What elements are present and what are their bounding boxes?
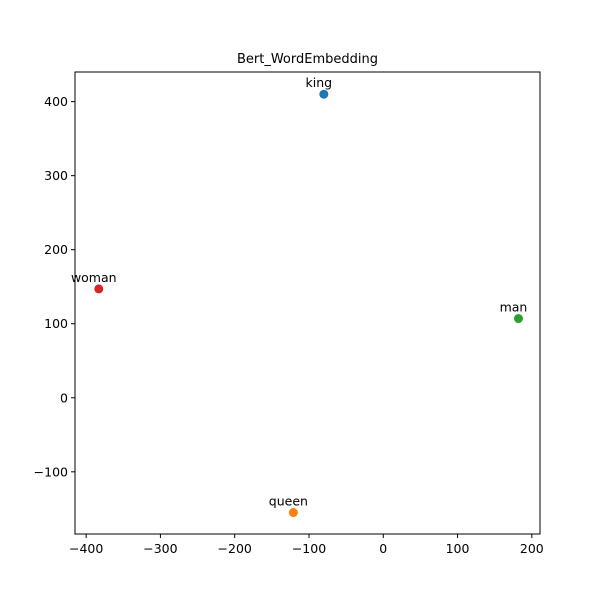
x-tick-label: 0 <box>379 541 387 556</box>
y-tick-label: −100 <box>34 464 68 479</box>
x-tick-label: 200 <box>520 541 544 556</box>
y-tick-label: 400 <box>44 94 68 109</box>
chart-title: Bert_WordEmbedding <box>237 52 378 67</box>
data-point-king <box>319 89 329 99</box>
data-point-woman <box>94 284 104 294</box>
x-tick-label: −100 <box>292 541 326 556</box>
x-tick-label: −200 <box>218 541 252 556</box>
x-tick-label: 100 <box>446 541 470 556</box>
axis-ticks: −400 −300 −200 −100 0 100 200 −100 0 100 200 300 400 <box>34 94 544 556</box>
data-label-man: man <box>500 300 528 315</box>
data-label-woman: woman <box>71 270 117 285</box>
y-tick-label: 200 <box>44 242 68 257</box>
data-point-man <box>513 314 523 324</box>
data-label-king: king <box>306 75 333 90</box>
y-tick-label: 300 <box>44 168 68 183</box>
data-points: king queen man woman <box>71 75 528 518</box>
y-tick-label: 0 <box>60 390 68 405</box>
x-tick-label: −400 <box>69 541 103 556</box>
data-label-queen: queen <box>269 494 308 509</box>
y-tick-label: 100 <box>44 316 68 331</box>
x-tick-label: −300 <box>143 541 177 556</box>
data-point-queen <box>288 508 298 518</box>
plot-area-frame <box>74 71 541 535</box>
